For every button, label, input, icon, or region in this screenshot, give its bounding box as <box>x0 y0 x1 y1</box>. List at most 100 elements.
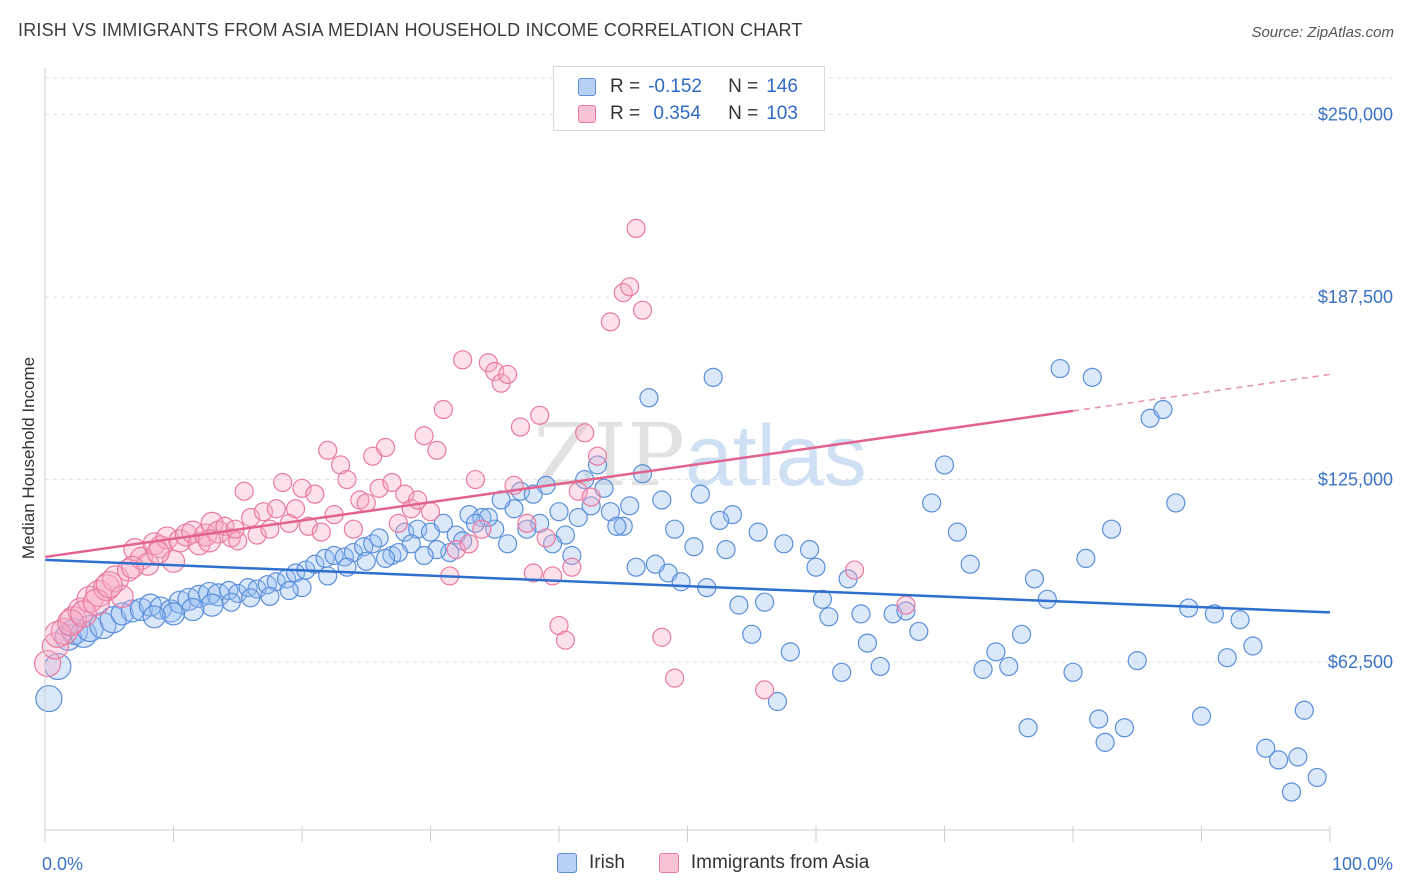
asia-point <box>459 534 479 554</box>
irish-point <box>716 540 736 560</box>
irish-point <box>1268 750 1289 770</box>
irish-point <box>568 507 588 528</box>
irish-point <box>305 554 325 574</box>
legend-n-label: N = <box>728 103 759 124</box>
asia-point <box>427 440 447 460</box>
legend-n-value: 146 <box>766 76 798 97</box>
irish-point <box>652 490 672 510</box>
irish-point <box>1217 648 1237 668</box>
irish-point <box>324 545 344 566</box>
irish-trend-line <box>44 558 1331 614</box>
irish-point <box>1082 367 1102 387</box>
asia-point <box>420 502 441 522</box>
irish-point <box>35 684 63 713</box>
irish-swatch <box>557 853 577 873</box>
legend-n-value: 103 <box>766 103 798 124</box>
irish-point <box>806 557 826 577</box>
irish-point <box>414 545 434 566</box>
legend-item-asia[interactable]: Immigrants from Asia <box>658 852 870 874</box>
asia-point <box>465 469 486 490</box>
irish-point <box>607 516 627 536</box>
asia-point <box>453 350 473 370</box>
irish-point <box>934 455 955 475</box>
irish-point <box>1089 709 1109 729</box>
legend-item-label: Irish <box>589 852 625 873</box>
asia-point <box>632 300 653 320</box>
irish-point <box>241 588 261 608</box>
irish-point <box>754 592 775 612</box>
irish-point <box>819 607 839 627</box>
irish-point <box>832 662 852 682</box>
irish-point <box>1127 651 1147 671</box>
irish-point <box>1256 738 1276 758</box>
irish-point <box>1101 519 1122 539</box>
asia-point <box>665 668 685 688</box>
irish-point <box>1230 610 1250 630</box>
irish-point <box>221 592 241 612</box>
irish-point <box>710 510 730 531</box>
irish-point <box>1307 767 1327 788</box>
asia-point <box>33 649 62 678</box>
asia-point <box>234 481 254 501</box>
irish-point <box>729 595 749 615</box>
asia-point <box>498 364 518 385</box>
irish-point <box>671 572 691 592</box>
asia-point <box>523 563 543 583</box>
asia-point <box>575 423 595 443</box>
y-tick-label: $250,000 <box>1318 105 1393 125</box>
points-layer <box>33 218 1327 802</box>
asia-point <box>343 519 363 539</box>
irish-point <box>375 548 396 569</box>
asia-point <box>305 484 325 504</box>
asia-point <box>95 571 123 599</box>
irish-point <box>161 602 186 626</box>
irish-point <box>703 367 723 387</box>
irish-point <box>1243 636 1263 656</box>
asia-point <box>375 437 396 458</box>
y-tick-label: $62,500 <box>1328 652 1393 672</box>
asia-point <box>510 417 531 437</box>
irish-point <box>1166 493 1186 513</box>
asia-point <box>41 632 69 660</box>
asia-point <box>266 499 286 519</box>
asia-point <box>388 513 408 533</box>
asia-swatch <box>578 105 596 123</box>
irish-point <box>665 519 685 539</box>
asia-point <box>600 312 621 332</box>
asia-point <box>581 487 601 507</box>
watermark: ZIPatlas <box>533 406 866 506</box>
asia-point <box>587 446 608 466</box>
irish-point <box>742 624 762 644</box>
asia-point <box>273 472 293 493</box>
legend-item-irish[interactable]: Irish <box>557 852 625 874</box>
irish-swatch <box>578 78 596 96</box>
irish-point <box>909 621 929 642</box>
irish-point <box>142 605 166 629</box>
asia-point <box>311 522 331 542</box>
asia-point <box>228 531 248 551</box>
asia-point <box>542 566 563 586</box>
legend-r-label: R = <box>610 103 641 124</box>
irish-point <box>626 557 646 577</box>
irish-point <box>767 691 788 712</box>
irish-point <box>168 590 192 614</box>
asia-point <box>844 560 865 580</box>
irish-point <box>960 554 980 574</box>
irish-point <box>1024 569 1045 589</box>
asia-point <box>433 399 453 420</box>
irish-point <box>812 589 833 609</box>
grid-layer <box>45 77 1395 663</box>
irish-point <box>684 537 704 557</box>
chart-title: IRISH VS IMMIGRANTS FROM ASIA MEDIAN HOU… <box>18 20 803 40</box>
legend-item-label: Immigrants from Asia <box>690 852 870 873</box>
irish-point <box>1050 358 1070 379</box>
irish-point <box>1063 662 1083 682</box>
asia-point <box>285 499 306 519</box>
irish-point <box>857 633 878 653</box>
legend-n-label: N = <box>728 76 759 97</box>
irish-point <box>369 528 389 548</box>
irish-point <box>260 586 280 606</box>
irish-point <box>1037 589 1057 609</box>
irish-point <box>986 642 1006 662</box>
irish-point <box>1076 548 1096 569</box>
